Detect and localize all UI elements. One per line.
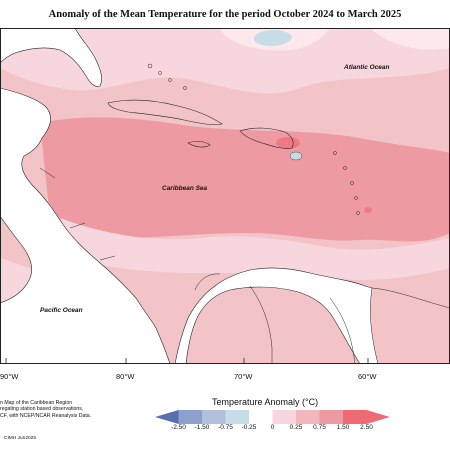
lon-tick-70w: 70°W: [234, 372, 253, 381]
note-line: n Map of the Caribbean Region: [0, 400, 73, 406]
legend-tick-label: 0.25: [289, 424, 303, 431]
legend-swatch: [249, 410, 273, 424]
map-note: n Map of the Caribbean Region regating s…: [0, 400, 91, 419]
lon-tick-60w: 60°W: [358, 372, 377, 381]
pacific-ocean-label: Pacific Ocean: [40, 307, 83, 314]
legend-swatch: [225, 410, 250, 424]
legend-arrow-right: [366, 410, 390, 424]
lon-tick-80w: 80°W: [116, 372, 135, 381]
legend-swatch: [343, 410, 367, 424]
atlantic-ocean-label: Atlantic Ocean: [344, 64, 390, 71]
note-line: CF, with NCEP/NCAR Reanalysis Data.: [0, 412, 92, 419]
legend-tick-label: 0: [270, 424, 275, 431]
color-legend: [155, 410, 390, 424]
legend-tick-label: 1.50: [336, 424, 350, 431]
legend-tick-label: -0.25: [241, 424, 257, 431]
copyright: CIMH Jun2025: [4, 436, 36, 441]
map-title: Anomaly of the Mean Temperature for the …: [48, 9, 402, 20]
legend-swatch: [178, 410, 203, 424]
legend-swatch: [296, 410, 320, 424]
legend-swatch: [202, 410, 226, 424]
legend-tick-label: 0.75: [313, 424, 326, 431]
legend-tick-label: -0.75: [218, 424, 233, 431]
legend-tick-label: 2.50: [360, 424, 373, 431]
legend-tick-label: -1.50: [194, 424, 210, 431]
legend-swatch: [319, 410, 344, 424]
caribbean-sea-label: Caribbean Sea: [162, 185, 208, 192]
legend-swatch: [272, 410, 297, 424]
legend-tick-label: -2.50: [171, 424, 186, 431]
note-line: regating station based observations,: [0, 406, 84, 413]
anomaly-map: [0, 28, 450, 364]
legend-arrow-left: [155, 410, 179, 424]
lon-tick-90w: 90°W: [0, 372, 19, 381]
legend-title: Temperature Anomaly (°C): [212, 397, 319, 407]
